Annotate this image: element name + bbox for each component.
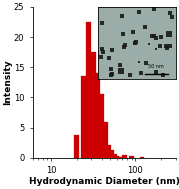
Bar bbox=[122, 155, 127, 158]
Bar bbox=[129, 156, 134, 158]
Bar bbox=[91, 52, 96, 158]
Bar bbox=[117, 157, 121, 158]
Bar bbox=[96, 73, 100, 158]
Bar bbox=[100, 94, 104, 158]
Bar bbox=[74, 135, 79, 158]
Bar bbox=[140, 157, 144, 158]
Bar bbox=[114, 156, 119, 158]
X-axis label: Hydrodynamic Diameter (nm): Hydrodynamic Diameter (nm) bbox=[29, 177, 179, 186]
Bar bbox=[106, 145, 111, 158]
Bar bbox=[81, 76, 86, 158]
Bar bbox=[109, 150, 114, 158]
Bar bbox=[112, 154, 117, 158]
Y-axis label: Intensity: Intensity bbox=[3, 60, 13, 105]
Bar bbox=[103, 122, 108, 158]
Bar bbox=[119, 157, 124, 158]
Bar bbox=[86, 22, 91, 158]
